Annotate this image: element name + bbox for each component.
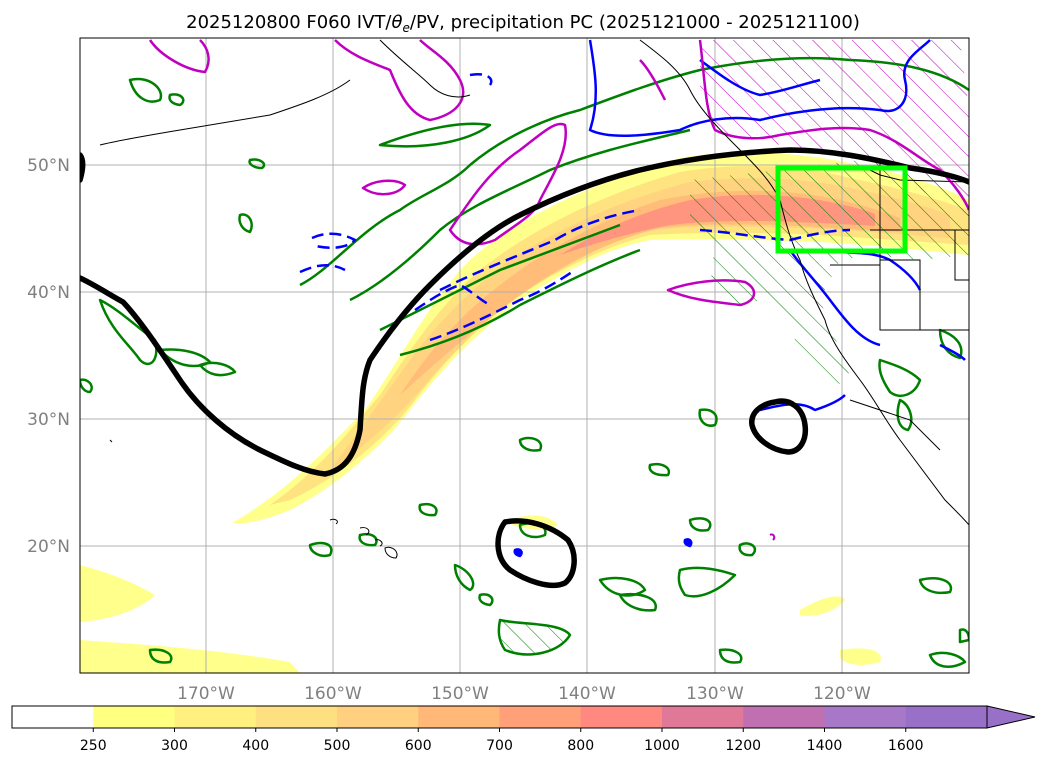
colorbar-ticks: 250 300 400 500 600 700 800 1000 1200 1400 1600 (80, 728, 924, 754)
colorbar-tick-label: 1000 (644, 738, 680, 754)
lat-tick-50n: 50°N (27, 156, 70, 176)
colorbar-tick-label: 700 (486, 738, 513, 754)
colorbar-cell (255, 706, 338, 728)
colorbar-cell (499, 706, 582, 728)
lat-tick-20n: 20°N (27, 537, 70, 557)
lon-tick-160w: 160°W (304, 684, 362, 704)
blue-contours (299, 39, 966, 558)
colorbar-cell (12, 706, 94, 728)
colorbar-tick-label: 1400 (807, 738, 843, 754)
hatched-regions (498, 40, 969, 655)
pc-region-box (775, 165, 908, 254)
colorbar-cells (12, 706, 988, 728)
colorbar-extend-arrow (986, 705, 1036, 729)
lat-tick-30n: 30°N (27, 410, 70, 430)
colorbar-tick-label: 800 (567, 738, 594, 754)
lon-tick-140w: 140°W (558, 684, 616, 704)
colorbar-tick-label: 500 (324, 738, 351, 754)
lat-tick-40n: 40°N (27, 283, 70, 303)
lon-tick-labels: 170°W 160°W 150°W 140°W 130°W 120°W (177, 684, 871, 704)
lon-tick-120w: 120°W (813, 684, 871, 704)
coastlines (99, 39, 969, 559)
colorbar-tick-label: 400 (242, 738, 269, 754)
colorbar-cell (93, 706, 175, 728)
colorbar-tick-label: 600 (405, 738, 432, 754)
colorbar-cell (337, 706, 419, 728)
colorbar-cell (824, 706, 907, 728)
map-frame (79, 37, 970, 674)
colorbar-tick-label: 300 (161, 738, 188, 754)
lat-tick-labels: 20°N 30°N 40°N 50°N (27, 156, 70, 557)
colorbar-cell (905, 706, 988, 728)
colorbar-cell (662, 706, 744, 728)
colorbar-tick-label: 250 (80, 738, 107, 754)
colorbar-cell (174, 706, 257, 728)
figure-title: 2025120800 F060 IVT/θe/PV, precipitation… (186, 12, 860, 35)
lon-tick-130w: 130°W (686, 684, 744, 704)
colorbar-cell (580, 706, 663, 728)
colorbar-tick-label: 1200 (725, 738, 761, 754)
lon-tick-170w: 170°W (177, 684, 235, 704)
black-contour (80, 147, 969, 589)
colorbar-tick-label: 1600 (888, 738, 924, 754)
map-panel (80, 38, 969, 673)
green-contours (80, 56, 969, 668)
colorbar-cell (418, 706, 500, 728)
lon-tick-150w: 150°W (431, 684, 489, 704)
colorbar-cell (743, 706, 825, 728)
colorbar: 250 300 400 500 600 700 800 1000 1200 1400 1600 (11, 705, 1036, 754)
